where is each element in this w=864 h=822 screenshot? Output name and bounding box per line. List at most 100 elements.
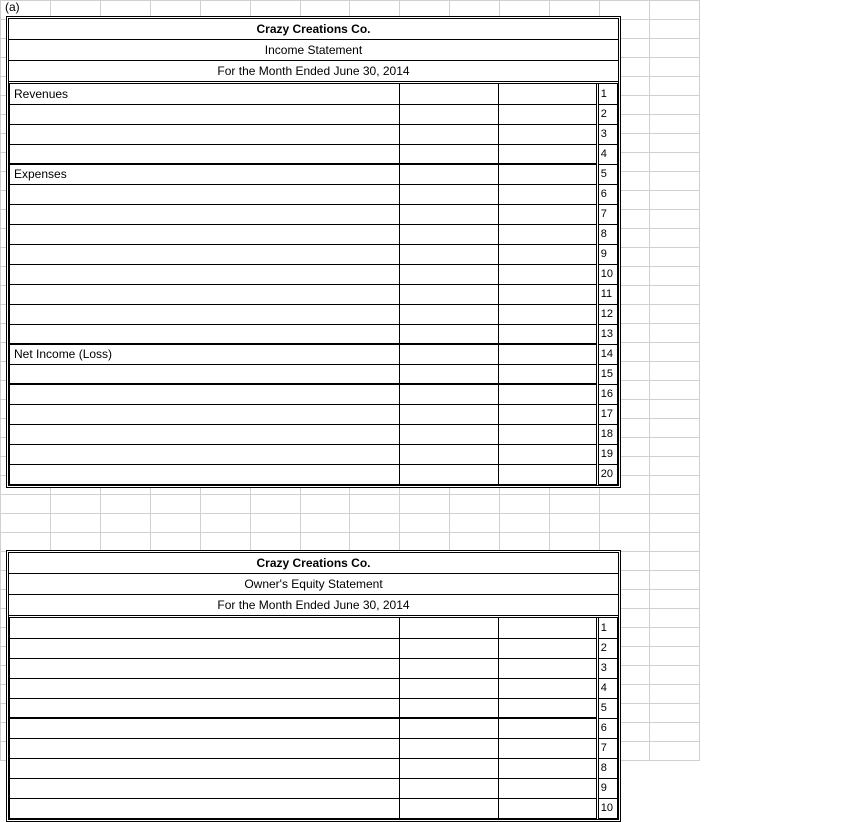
amount-cell-1[interactable] — [400, 364, 499, 384]
row-label[interactable] — [10, 424, 400, 444]
amount-cell-2[interactable] — [499, 104, 598, 124]
amount-cell-1[interactable] — [400, 324, 499, 344]
amount-cell-1[interactable] — [400, 144, 499, 164]
row-label[interactable] — [10, 678, 400, 698]
row-label[interactable] — [10, 698, 400, 718]
amount-cell-2[interactable] — [499, 244, 598, 264]
amount-cell-2[interactable] — [499, 84, 598, 104]
amount-cell-2[interactable] — [499, 464, 598, 484]
amount-cell-2[interactable] — [498, 798, 597, 818]
amount-cell-2[interactable] — [499, 304, 598, 324]
amount-cell-2[interactable] — [498, 658, 597, 678]
table-row: 20 — [10, 464, 618, 484]
amount-cell-2[interactable] — [499, 124, 598, 144]
amount-cell-1[interactable] — [400, 84, 499, 104]
amount-cell-2[interactable] — [499, 144, 598, 164]
row-number: 5 — [597, 698, 617, 718]
row-label[interactable] — [10, 244, 400, 264]
amount-cell-1[interactable] — [400, 404, 499, 424]
amount-cell-1[interactable] — [400, 124, 499, 144]
row-number: 9 — [597, 778, 617, 798]
amount-cell-2[interactable] — [499, 404, 598, 424]
amount-cell-1[interactable] — [400, 718, 499, 738]
amount-cell-2[interactable] — [498, 738, 597, 758]
amount-cell-1[interactable] — [400, 758, 499, 778]
row-label[interactable] — [10, 718, 400, 738]
amount-cell-2[interactable] — [499, 164, 598, 184]
row-label[interactable] — [10, 444, 400, 464]
row-number: 8 — [597, 758, 617, 778]
row-label[interactable] — [10, 778, 400, 798]
amount-cell-1[interactable] — [400, 284, 499, 304]
table-row: 9 — [10, 244, 618, 264]
amount-cell-1[interactable] — [400, 384, 499, 404]
amount-cell-2[interactable] — [499, 264, 598, 284]
amount-cell-2[interactable] — [499, 224, 598, 244]
amount-cell-1[interactable] — [400, 444, 499, 464]
row-label[interactable] — [10, 738, 400, 758]
amount-cell-2[interactable] — [498, 638, 597, 658]
row-label[interactable] — [10, 284, 400, 304]
row-label[interactable] — [10, 204, 400, 224]
row-number: 1 — [597, 618, 617, 638]
equity-statement-header: Crazy Creations Co. Owner's Equity State… — [9, 553, 618, 618]
amount-cell-1[interactable] — [400, 344, 499, 364]
amount-cell-1[interactable] — [400, 164, 499, 184]
row-label[interactable] — [10, 658, 400, 678]
amount-cell-2[interactable] — [498, 718, 597, 738]
row-label[interactable] — [10, 144, 400, 164]
row-label[interactable] — [10, 798, 400, 818]
row-label[interactable]: Revenues — [10, 84, 400, 104]
amount-cell-1[interactable] — [400, 264, 499, 284]
row-label[interactable] — [10, 264, 400, 284]
row-label[interactable] — [10, 364, 400, 384]
amount-cell-2[interactable] — [498, 778, 597, 798]
amount-cell-2[interactable] — [498, 758, 597, 778]
amount-cell-1[interactable] — [400, 798, 499, 818]
row-label[interactable] — [10, 104, 400, 124]
row-number: 18 — [597, 424, 617, 444]
amount-cell-1[interactable] — [400, 678, 499, 698]
amount-cell-2[interactable] — [499, 384, 598, 404]
amount-cell-2[interactable] — [499, 364, 598, 384]
row-label[interactable]: Net Income (Loss) — [10, 344, 400, 364]
row-label[interactable] — [10, 384, 400, 404]
amount-cell-1[interactable] — [400, 464, 499, 484]
amount-cell-1[interactable] — [400, 658, 499, 678]
row-number: 9 — [597, 244, 617, 264]
row-number: 10 — [597, 264, 617, 284]
amount-cell-1[interactable] — [400, 738, 499, 758]
row-label[interactable] — [10, 224, 400, 244]
amount-cell-1[interactable] — [400, 638, 499, 658]
amount-cell-2[interactable] — [499, 424, 598, 444]
amount-cell-1[interactable] — [400, 698, 499, 718]
amount-cell-2[interactable] — [498, 698, 597, 718]
amount-cell-2[interactable] — [498, 678, 597, 698]
amount-cell-2[interactable] — [499, 184, 598, 204]
row-label[interactable] — [10, 304, 400, 324]
row-label[interactable] — [10, 404, 400, 424]
row-label[interactable]: Expenses — [10, 164, 400, 184]
amount-cell-1[interactable] — [400, 244, 499, 264]
amount-cell-2[interactable] — [499, 344, 598, 364]
amount-cell-2[interactable] — [499, 284, 598, 304]
amount-cell-2[interactable] — [499, 324, 598, 344]
row-label[interactable] — [10, 618, 400, 638]
amount-cell-1[interactable] — [400, 618, 499, 638]
amount-cell-1[interactable] — [400, 424, 499, 444]
row-label[interactable] — [10, 124, 400, 144]
amount-cell-2[interactable] — [499, 444, 598, 464]
amount-cell-1[interactable] — [400, 778, 499, 798]
amount-cell-2[interactable] — [499, 204, 598, 224]
amount-cell-1[interactable] — [400, 204, 499, 224]
row-label[interactable] — [10, 638, 400, 658]
amount-cell-1[interactable] — [400, 304, 499, 324]
amount-cell-2[interactable] — [498, 618, 597, 638]
amount-cell-1[interactable] — [400, 224, 499, 244]
row-label[interactable] — [10, 324, 400, 344]
row-label[interactable] — [10, 464, 400, 484]
amount-cell-1[interactable] — [400, 104, 499, 124]
row-label[interactable] — [10, 184, 400, 204]
row-label[interactable] — [10, 758, 400, 778]
amount-cell-1[interactable] — [400, 184, 499, 204]
